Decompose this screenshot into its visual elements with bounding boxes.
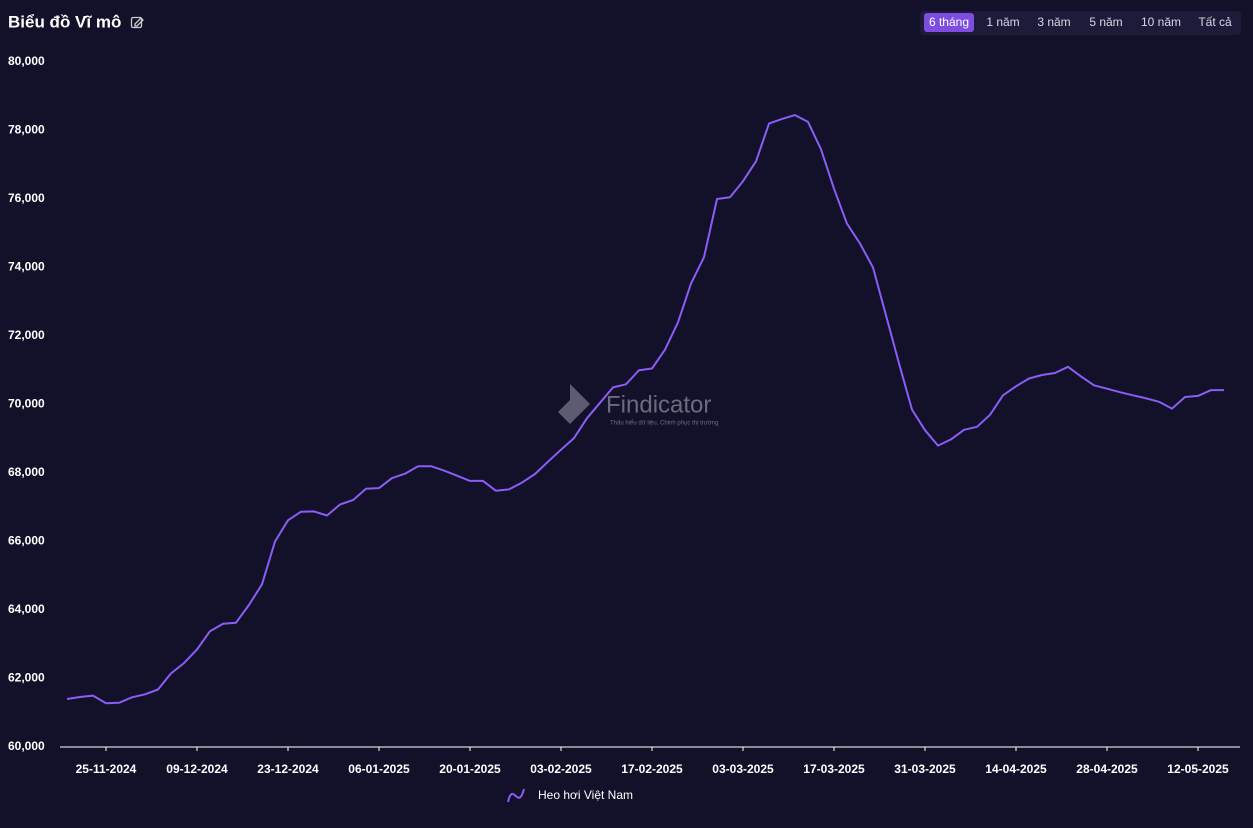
x-tick-label: 03-03-2025 — [712, 762, 774, 776]
range-button[interactable]: 6 tháng — [929, 15, 969, 29]
y-tick-label: 72,000 — [8, 328, 45, 342]
range-button[interactable]: 3 năm — [1037, 15, 1070, 29]
range-button[interactable]: 5 năm — [1089, 15, 1122, 29]
range-panel — [920, 11, 1241, 35]
edit-icon[interactable] — [130, 16, 144, 29]
x-tick-label: 23-12-2024 — [257, 762, 319, 776]
legend-label: Heo hơi Việt Nam — [538, 788, 633, 802]
page-title: Biểu đồ Vĩ mô — [8, 12, 121, 31]
x-tick-label: 03-02-2025 — [530, 762, 592, 776]
range-button[interactable]: Tất cả — [1198, 15, 1232, 29]
x-tick-label: 17-02-2025 — [621, 762, 683, 776]
x-tick-label: 20-01-2025 — [439, 762, 501, 776]
x-tick-label: 31-03-2025 — [894, 762, 956, 776]
range-button-active — [924, 13, 974, 32]
watermark-name: Findicator — [606, 391, 711, 418]
watermark-tagline: Thấu hiểu dữ liệu, Chinh phục thị trường — [610, 420, 718, 427]
y-tick-label: 64,000 — [8, 602, 45, 616]
watermark-logo — [558, 384, 590, 424]
x-tick-label: 09-12-2024 — [166, 762, 228, 776]
x-tick-label: 25-11-2024 — [76, 762, 137, 776]
data-line — [66, 114, 1224, 705]
y-tick-label: 80,000 — [8, 54, 45, 68]
x-tick-label: 14-04-2025 — [985, 762, 1047, 776]
x-tick-label: 06-01-2025 — [348, 762, 410, 776]
y-tick-label: 76,000 — [8, 191, 45, 205]
x-tick-label: 28-04-2025 — [1076, 762, 1138, 776]
x-tick-label: 12-05-2025 — [1167, 762, 1229, 776]
range-group: 6 tháng 1 năm 3 năm 5 năm 10 năm Tất cả — [924, 13, 1232, 32]
y-tick-label: 74,000 — [8, 260, 45, 274]
x-tick-label: 17-03-2025 — [803, 762, 865, 776]
y-tick-label: 62,000 — [8, 671, 45, 685]
y-tick-label: 60,000 — [8, 739, 45, 753]
range-button[interactable]: 1 năm — [986, 15, 1019, 29]
legend-icon — [507, 788, 525, 803]
y-tick-label: 70,000 — [8, 397, 45, 411]
range-button[interactable]: 10 năm — [1141, 15, 1181, 29]
y-tick-label: 78,000 — [8, 123, 45, 137]
y-tick-label: 66,000 — [8, 534, 45, 548]
y-tick-label: 68,000 — [8, 465, 45, 479]
watermark: Findicator Thấu hiểu dữ liệu, Chinh phục… — [558, 384, 718, 427]
